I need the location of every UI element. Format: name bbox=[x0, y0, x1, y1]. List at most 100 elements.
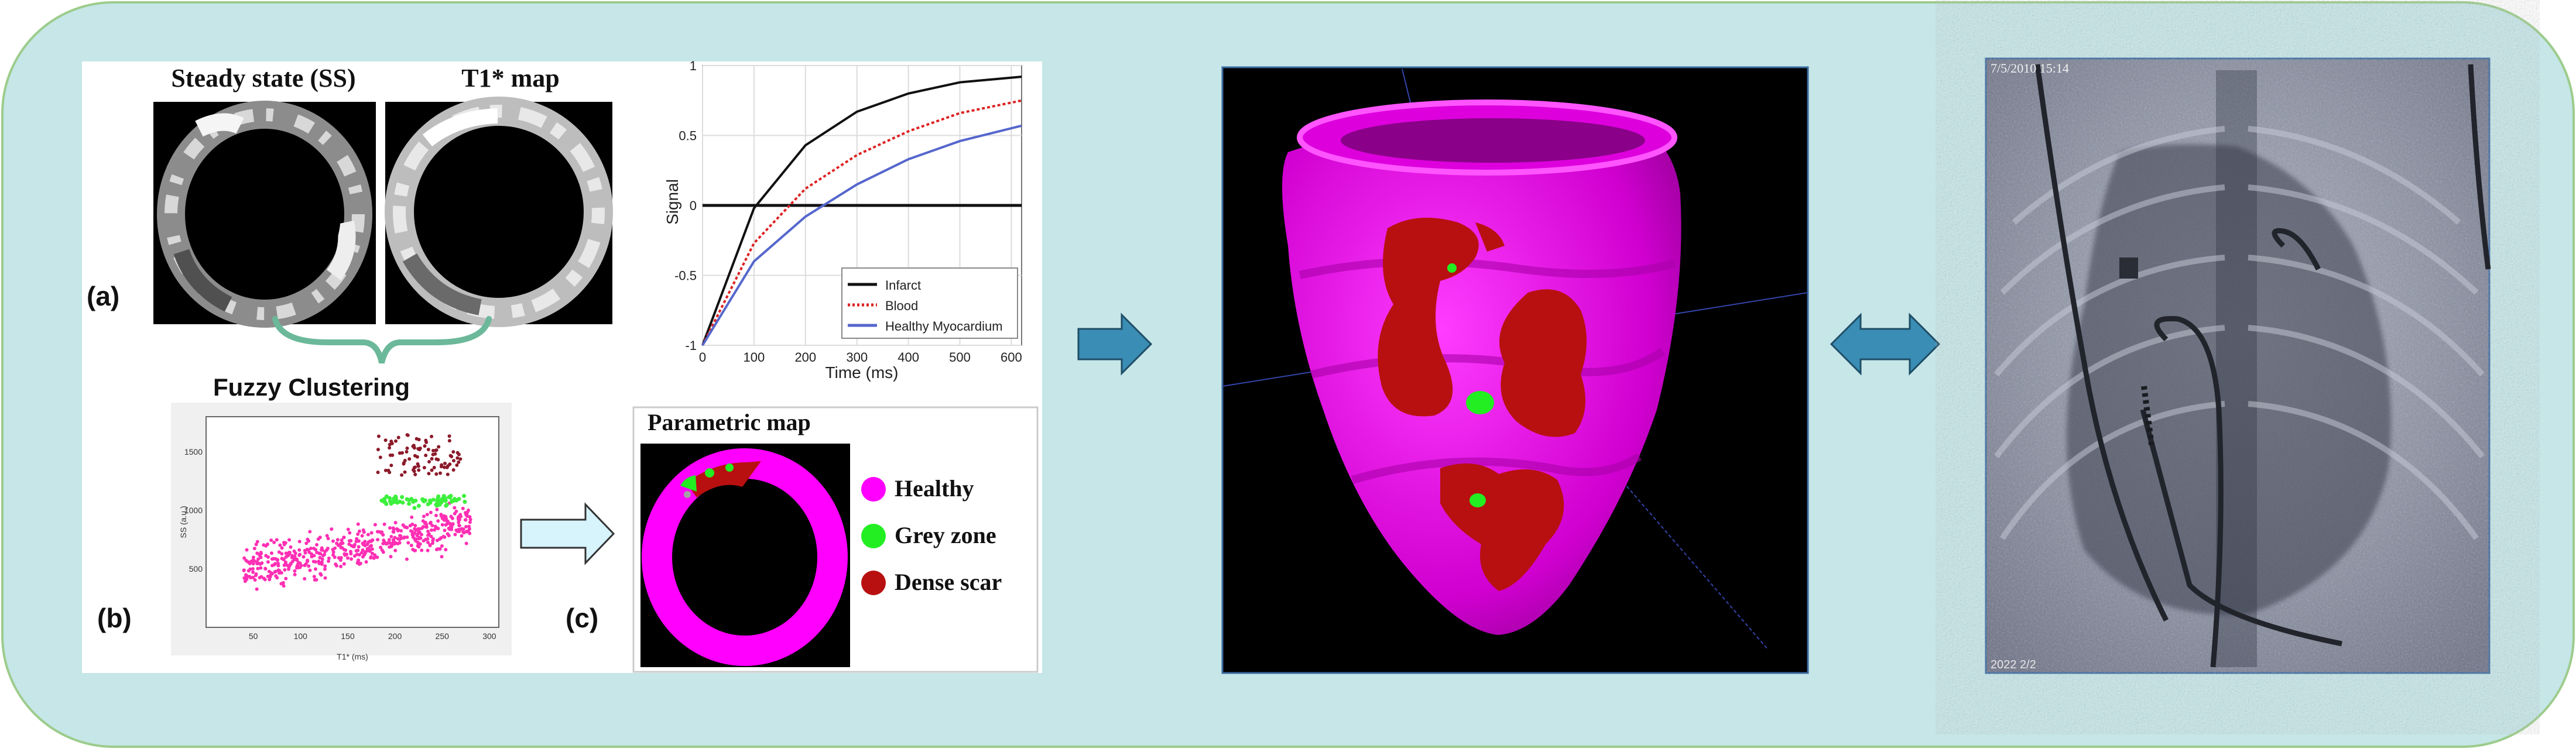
scatter-point bbox=[430, 528, 434, 532]
scatter-point bbox=[393, 548, 398, 552]
scatter-point bbox=[383, 541, 387, 545]
scatter-point bbox=[403, 470, 407, 474]
scatter-point bbox=[432, 465, 436, 469]
scatter-point bbox=[245, 559, 249, 564]
scatter-point bbox=[333, 546, 337, 550]
scatter-point bbox=[450, 527, 454, 531]
scatter-point bbox=[430, 468, 434, 472]
scatter-point bbox=[431, 538, 435, 542]
legend-grey-zone: Grey zone bbox=[895, 522, 996, 548]
scatter-point bbox=[357, 552, 361, 557]
scatter-point bbox=[361, 548, 365, 552]
scatter-point bbox=[306, 537, 310, 541]
scatter-point bbox=[314, 578, 318, 582]
signal-chart: Signal 10.50-0.5-10 100 200 300 400 500 600 Ti… bbox=[663, 59, 1022, 382]
scatter-point bbox=[411, 547, 415, 551]
scatter-point bbox=[256, 566, 260, 571]
scatter-point bbox=[283, 561, 287, 565]
scatter-point bbox=[410, 530, 415, 534]
signal-ylabel: Signal bbox=[663, 179, 681, 225]
scatter-point bbox=[357, 539, 361, 543]
scatter-point bbox=[253, 578, 257, 582]
scatter-point bbox=[378, 455, 382, 459]
scatter-point bbox=[320, 562, 324, 566]
scatter-point bbox=[303, 577, 307, 581]
scatter-point bbox=[444, 523, 448, 527]
scatter-point bbox=[457, 497, 461, 502]
scatter-point bbox=[320, 548, 324, 552]
label-a: (a) bbox=[87, 281, 119, 311]
scatter-point bbox=[313, 560, 317, 564]
scatter-xtick-label: 50 bbox=[249, 631, 258, 641]
scatter-point bbox=[315, 542, 319, 547]
scatter-point bbox=[422, 514, 426, 518]
scatter-point bbox=[436, 494, 441, 499]
scatter-point bbox=[388, 526, 392, 530]
scatter-point bbox=[251, 575, 255, 579]
scatter-point bbox=[462, 493, 467, 498]
scatter-point bbox=[388, 446, 392, 450]
scatter-point bbox=[433, 528, 437, 532]
scatter-point bbox=[460, 527, 464, 531]
scatter-point bbox=[440, 523, 444, 527]
scatter-point bbox=[286, 567, 290, 571]
light-arrow bbox=[520, 502, 615, 565]
scatter-point bbox=[400, 473, 404, 477]
scatter-point bbox=[252, 559, 256, 563]
scatter-point bbox=[255, 551, 259, 555]
scatter-point bbox=[429, 510, 433, 514]
scatter-point bbox=[430, 434, 434, 438]
t1-title: T1* map bbox=[461, 64, 559, 92]
scatter-point bbox=[389, 463, 393, 468]
scatter-point bbox=[404, 525, 408, 529]
ss-image bbox=[153, 101, 376, 328]
scatter-point bbox=[284, 551, 288, 555]
scatter-point bbox=[384, 494, 389, 499]
signal-xtick-label: 0 bbox=[699, 350, 706, 365]
scatter-point bbox=[284, 576, 288, 581]
scatter-point bbox=[323, 550, 327, 554]
scatter-point bbox=[399, 528, 403, 533]
scatter-point bbox=[339, 564, 343, 568]
ribs bbox=[1994, 126, 2485, 540]
scatter-point bbox=[269, 571, 273, 575]
scatter-point bbox=[344, 548, 348, 552]
scatter-point bbox=[283, 568, 287, 572]
scatter-point bbox=[357, 529, 361, 533]
legend-blood: Blood bbox=[885, 298, 918, 313]
scatter-point bbox=[268, 578, 272, 582]
scatter-ytick-label: 500 bbox=[189, 564, 203, 574]
scatter-point bbox=[455, 529, 460, 533]
scatter-point bbox=[356, 522, 360, 526]
scatter-point bbox=[342, 535, 346, 540]
scatter-point bbox=[406, 541, 410, 545]
scatter-point bbox=[258, 562, 262, 566]
scatter-point bbox=[259, 566, 263, 570]
scatter-point bbox=[355, 537, 359, 541]
scatter-point bbox=[455, 463, 459, 467]
scatter-point bbox=[434, 448, 439, 452]
scatter-point bbox=[422, 525, 426, 529]
scatter-point bbox=[423, 538, 427, 542]
scatter-point bbox=[393, 535, 397, 540]
signal-ytick-label: 0.5 bbox=[679, 129, 697, 143]
scatter-point bbox=[340, 538, 344, 542]
scatter-point bbox=[319, 573, 323, 577]
scatter-point bbox=[361, 555, 365, 559]
scatter-point bbox=[455, 451, 460, 455]
scatter-point bbox=[434, 502, 439, 507]
scatter-point bbox=[258, 576, 262, 580]
scatter-point bbox=[463, 500, 467, 504]
scatter-point bbox=[388, 499, 392, 503]
signal-xtick-label: 100 bbox=[744, 350, 765, 365]
scatter-point bbox=[449, 499, 454, 504]
scatter-point bbox=[451, 468, 455, 472]
scatter-point bbox=[280, 546, 284, 550]
double-arrow bbox=[1830, 313, 1941, 376]
scatter-xtick-label: 300 bbox=[482, 631, 496, 641]
scatter-point bbox=[388, 496, 392, 500]
scatter-point bbox=[431, 497, 436, 502]
ss-title: Steady state (SS) bbox=[171, 64, 355, 92]
scatter-point bbox=[411, 468, 415, 472]
scatter-point bbox=[323, 567, 327, 571]
